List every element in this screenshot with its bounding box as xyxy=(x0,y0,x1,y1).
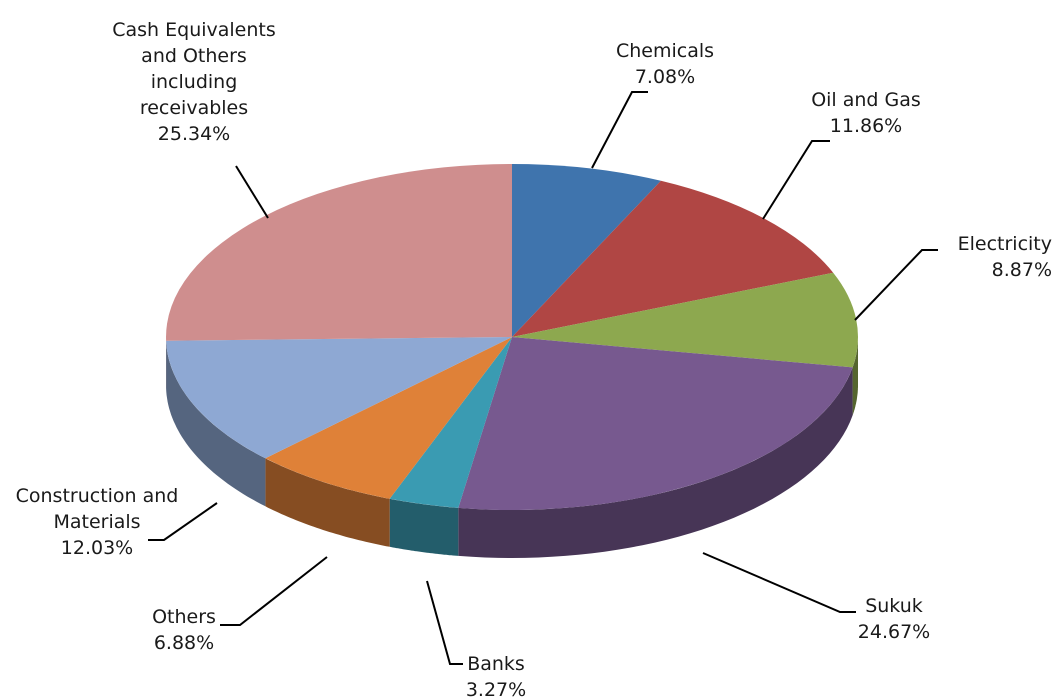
slice-value-label: 7.08% xyxy=(635,66,695,88)
slice-name-label: Banks xyxy=(467,653,525,675)
slice-name-label: Electricity xyxy=(958,233,1052,255)
pie-side-5 xyxy=(265,458,390,547)
slice-name-label: and Others xyxy=(141,45,247,67)
slice-name-label: Cash Equivalents xyxy=(112,19,276,41)
pie-slice-banks xyxy=(389,337,512,508)
slice-value-label: 3.27% xyxy=(466,679,526,699)
pie-sides xyxy=(166,337,858,558)
slice-labels: Chemicals 7.08% Oil and Gas 11.86% Electrici… xyxy=(16,19,1052,699)
leader-lines xyxy=(148,91,938,665)
pie-tops xyxy=(166,163,858,510)
pie-slice-electricity xyxy=(512,272,858,368)
slice-name-label: receivables xyxy=(140,97,248,119)
slice-label: Cash Equivalents and Others including recei… xyxy=(112,19,276,145)
slice-label: Sukuk 24.67% xyxy=(858,595,930,643)
slice-label: Oil and Gas 11.86% xyxy=(811,89,921,137)
slice-value-label: 6.88% xyxy=(154,632,214,654)
leader-line xyxy=(762,140,830,220)
pie-slice-chemicals xyxy=(512,163,661,337)
slice-label: Electricity 8.87% xyxy=(958,233,1052,281)
slice-name-label: including xyxy=(151,71,238,93)
slice-value-label: 24.67% xyxy=(858,621,930,643)
pie-side-3 xyxy=(458,367,853,558)
slice-name-label: Others xyxy=(152,606,216,628)
slice-name-label: Oil and Gas xyxy=(811,89,921,111)
slice-name-label: Materials xyxy=(53,511,140,533)
leader-line xyxy=(148,502,218,541)
slice-label: Construction and Materials 12.03% xyxy=(16,485,179,559)
slice-value-label: 25.34% xyxy=(158,123,230,145)
pie-side-6 xyxy=(166,340,266,507)
pie-slice-sukuk xyxy=(458,337,853,510)
slice-name-label: Construction and xyxy=(16,485,179,507)
slice-value-label: 8.87% xyxy=(992,259,1052,281)
pie-slice-others xyxy=(265,337,512,499)
slice-label: Banks 3.27% xyxy=(466,653,526,699)
leader-line xyxy=(235,165,269,219)
pie-slice-cash-equivalents-and-others-including-receivables xyxy=(166,164,512,341)
pie-side-2 xyxy=(852,337,858,416)
leader-line xyxy=(220,556,328,626)
pie-slice-oil-and-gas xyxy=(512,180,834,337)
leader-line xyxy=(854,249,938,321)
slice-value-label: 11.86% xyxy=(830,115,902,137)
slice-label: Chemicals 7.08% xyxy=(616,40,714,88)
leader-line xyxy=(702,552,856,613)
slice-label: Others 6.88% xyxy=(152,606,216,654)
pie-slice-construction-and-materials xyxy=(166,337,512,459)
slice-name-label: Chemicals xyxy=(616,40,714,62)
slice-value-label: 12.03% xyxy=(61,537,133,559)
slice-name-label: Sukuk xyxy=(865,595,923,617)
leader-line xyxy=(591,91,648,169)
pie-side-4 xyxy=(389,498,459,556)
leader-line xyxy=(426,580,463,665)
